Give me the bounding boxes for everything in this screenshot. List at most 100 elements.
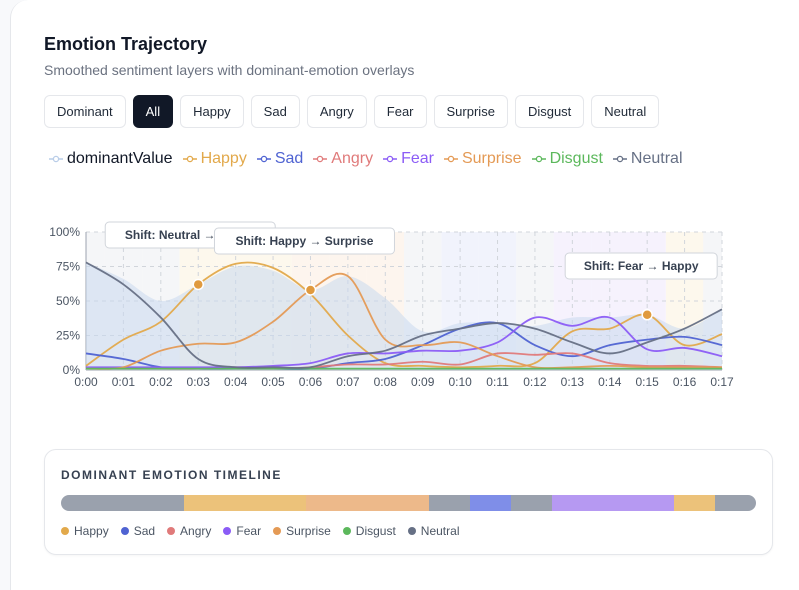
timeline-legend-item-sad: Sad	[120, 524, 156, 538]
legend-item-neutral[interactable]: Neutral	[612, 150, 683, 168]
page-subtitle: Smoothed sentiment layers with dominant-…	[44, 62, 415, 78]
legend-dot-icon	[167, 527, 176, 535]
timeline-legend-item-disgust: Disgust	[342, 524, 396, 538]
series-line-surprise	[85, 272, 722, 370]
legend-label: Angry	[331, 150, 374, 167]
x-tick-label: 0:17	[710, 375, 734, 389]
chart-legend: dominantValue Happy Sad Angry Fear Surprise Di…	[49, 150, 683, 168]
annotation-label: Shift: Happy → Surprise	[235, 234, 373, 248]
legend-label: Surprise	[461, 150, 522, 167]
timeline-legend-label: Fear	[236, 524, 262, 538]
x-tick-label: 0:16	[673, 375, 697, 389]
legend-line-icon	[531, 154, 546, 164]
filter-happy-button[interactable]: Happy	[180, 95, 244, 128]
x-tick-label: 0:15	[635, 375, 659, 389]
legend-dot-icon	[407, 527, 416, 535]
emotion-filter-group: Dominant All Happy Sad Angry Fear Surprise Disg…	[44, 95, 660, 128]
series-line-fear	[86, 315, 723, 369]
y-tick-label: 50%	[56, 294, 80, 308]
annotation-marker	[192, 278, 204, 291]
timeline-legend-item-angry: Angry	[167, 524, 211, 538]
x-tick-label: 0:01	[112, 375, 136, 389]
x-tick-label: 0:03	[187, 375, 211, 389]
legend-item-sad[interactable]: Sad	[256, 150, 304, 168]
legend-line-icon	[182, 154, 197, 164]
filter-neutral-button[interactable]: Neutral	[591, 95, 660, 128]
x-tick-label: 0:05	[261, 375, 285, 389]
dominant-timeline-card: DOMINANT EMOTION TIMELINE Happy Sad Angry F…	[44, 449, 773, 555]
page-title: Emotion Trajectory	[44, 34, 208, 54]
legend-item-surprise[interactable]: Surprise	[443, 150, 522, 168]
x-tick-label: 0:14	[598, 375, 622, 389]
x-tick-label: 0:11	[486, 375, 509, 389]
legend-line-icon	[612, 154, 627, 164]
emotion-trajectory-card: Emotion Trajectory Smoothed sentiment la…	[10, 0, 799, 590]
filter-disgust-button[interactable]: Disgust	[514, 95, 585, 128]
legend-label: Disgust	[549, 150, 603, 167]
series-line-neutral	[85, 261, 723, 369]
legend-line-icon	[313, 154, 328, 164]
filter-angry-button[interactable]: Angry	[306, 95, 367, 128]
legend-line-icon	[443, 154, 458, 164]
annotation-box	[564, 252, 718, 280]
timeline-segment-fear	[551, 495, 675, 511]
timeline-bar	[61, 495, 756, 511]
x-tick-label: 0:02	[149, 375, 173, 389]
legend-item-disgust[interactable]: Disgust	[531, 150, 603, 168]
timeline-legend-label: Happy	[74, 524, 109, 538]
filter-dominant-button[interactable]: Dominant	[44, 95, 126, 128]
filter-all-button[interactable]: All	[132, 95, 174, 128]
x-tick-label: 0:13	[561, 375, 585, 389]
legend-label: dominantValue	[67, 150, 173, 167]
timeline-segment-neutral	[61, 495, 184, 511]
timeline-legend-item-happy: Happy	[61, 524, 109, 538]
x-tick-label: 0:12	[523, 375, 547, 389]
legend-dot-icon	[273, 527, 282, 535]
series-area-dominantvalue	[86, 262, 722, 370]
legend-item-angry[interactable]: Angry	[313, 150, 373, 168]
timeline-legend-item-surprise: Surprise	[273, 524, 331, 538]
x-tick-label: 0:10	[448, 375, 472, 389]
timeline-title: DOMINANT EMOTION TIMELINE	[61, 468, 282, 482]
legend-label: Sad	[274, 150, 304, 167]
annotation-label: Shift: Fear → Happy	[584, 259, 699, 273]
timeline-segment-sad	[469, 495, 511, 511]
legend-line-icon	[49, 154, 63, 164]
timeline-segment-neutral	[428, 495, 470, 511]
y-tick-label: 25%	[56, 329, 80, 343]
filter-sad-button[interactable]: Sad	[250, 95, 300, 128]
timeline-segment-happy	[183, 495, 307, 511]
x-tick-label: 0:04	[224, 375, 248, 389]
x-tick-label: 0:00	[74, 375, 98, 389]
legend-dot-icon	[342, 527, 351, 535]
emotion-chart: 0% 25% 50% 75% 100% 0:00 0:01 0:02 0:03 0:04 0:05 0…	[49, 221, 734, 389]
legend-item-fear[interactable]: Fear	[383, 150, 434, 168]
legend-label: Fear	[401, 150, 434, 167]
x-tick-label: 0:09	[411, 375, 435, 389]
annotation-callout: Shift: Happy → Surprise	[213, 227, 395, 255]
timeline-legend-label: Angry	[180, 524, 212, 538]
timeline-legend-label: Sad	[133, 524, 156, 538]
legend-line-icon	[383, 154, 398, 164]
timeline-legend-item-neutral: Neutral	[407, 524, 460, 538]
x-tick-label: 0:06	[299, 375, 323, 389]
timeline-legend-item-fear: Fear	[223, 524, 261, 538]
timeline-legend-label: Neutral	[420, 524, 460, 538]
filter-fear-button[interactable]: Fear	[373, 95, 427, 128]
annotation-marker	[304, 284, 317, 296]
y-tick-label: 0%	[63, 363, 81, 377]
legend-item-dominantvalue[interactable]: dominantValue	[49, 150, 173, 168]
legend-dot-icon	[223, 527, 232, 535]
timeline-legend: Happy Sad Angry Fear Surprise Disgust Neutral	[61, 524, 459, 538]
y-tick-label: 100%	[49, 225, 80, 239]
legend-line-icon	[256, 154, 271, 164]
filter-surprise-button[interactable]: Surprise	[433, 95, 508, 128]
timeline-legend-label: Surprise	[286, 524, 331, 538]
legend-item-happy[interactable]: Happy	[182, 150, 247, 168]
x-tick-label: 0:08	[374, 375, 398, 389]
timeline-segment-neutral	[510, 495, 552, 511]
annotation-marker	[641, 309, 653, 321]
legend-dot-icon	[120, 527, 129, 535]
timeline-segment-surprise	[306, 495, 429, 511]
legend-label: Neutral	[630, 150, 683, 167]
